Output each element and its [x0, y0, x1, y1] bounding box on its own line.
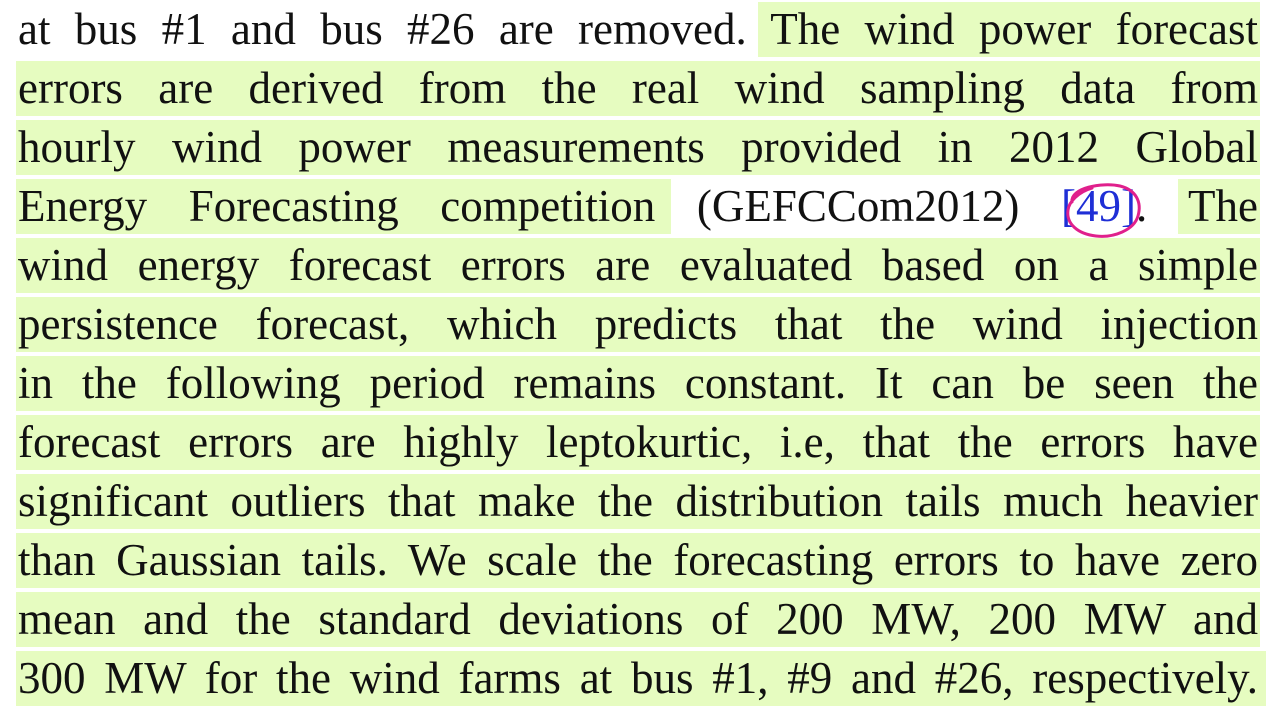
line-text: mean and the standard deviations of 200 …: [18, 594, 1258, 644]
highlight: [16, 297, 1260, 352]
highlight: [1178, 179, 1260, 234]
text-line-7: in the following period remains constant…: [0, 354, 1280, 413]
line-text: than Gaussian tails. We scale the foreca…: [18, 535, 1258, 585]
text-line-3: hourly wind power measurements provided …: [0, 118, 1280, 177]
acronym-text: (GEFCCom2012): [655, 181, 1061, 231]
highlight: [16, 592, 1260, 647]
line-4-part-1: Energy Forecasting competition: [18, 181, 656, 231]
line-4-punctuation: .: [1135, 181, 1148, 231]
line-text: 300 MW for the wind farms at bus #1, #9 …: [18, 653, 1258, 703]
highlight: [758, 2, 1260, 57]
text-line-12: 300 MW for the wind farms at bus #1, #9 …: [0, 649, 1280, 708]
text-line-6: persistence forecast, which predicts tha…: [0, 295, 1280, 354]
line-text: hourly wind power measurements provided …: [18, 122, 1258, 172]
highlight: [16, 120, 1260, 175]
text-line-5: wind energy forecast errors are evaluate…: [0, 236, 1280, 295]
line-text: forecast errors are highly leptokurtic, …: [18, 417, 1258, 467]
line-text: in the following period remains constant…: [18, 358, 1258, 408]
line-text: significant outliers that make the distr…: [18, 476, 1258, 526]
highlight: [16, 415, 1260, 470]
line-text: errors are derived from the real wind sa…: [18, 63, 1258, 113]
text-line-9: significant outliers that make the distr…: [0, 472, 1280, 531]
highlight: [16, 356, 1260, 411]
citation-link[interactable]: [49]: [1061, 181, 1136, 231]
text-line-1: at bus #1 and bus #26 are removed. The w…: [0, 0, 1280, 59]
highlight: [16, 533, 1260, 588]
line-text: Energy Forecasting competition (GEFCCom2…: [18, 177, 1258, 236]
line-text: wind energy forecast errors are evaluate…: [18, 240, 1258, 290]
highlight: [16, 61, 1260, 116]
highlight: [16, 474, 1260, 529]
text-line-4: Energy Forecasting competition (GEFCCom2…: [0, 177, 1280, 236]
text-line-2: errors are derived from the real wind sa…: [0, 59, 1280, 118]
line-text: at bus #1 and bus #26 are removed. The w…: [18, 4, 1258, 54]
text-line-11: mean and the standard deviations of 200 …: [0, 590, 1280, 649]
highlight: [16, 179, 671, 234]
line-4-part-2: The: [1147, 181, 1258, 231]
line-text: persistence forecast, which predicts tha…: [18, 299, 1258, 349]
highlight: [16, 238, 1260, 293]
text-line-8: forecast errors are highly leptokurtic, …: [0, 413, 1280, 472]
highlight: [16, 651, 1266, 706]
text-line-10: than Gaussian tails. We scale the foreca…: [0, 531, 1280, 590]
